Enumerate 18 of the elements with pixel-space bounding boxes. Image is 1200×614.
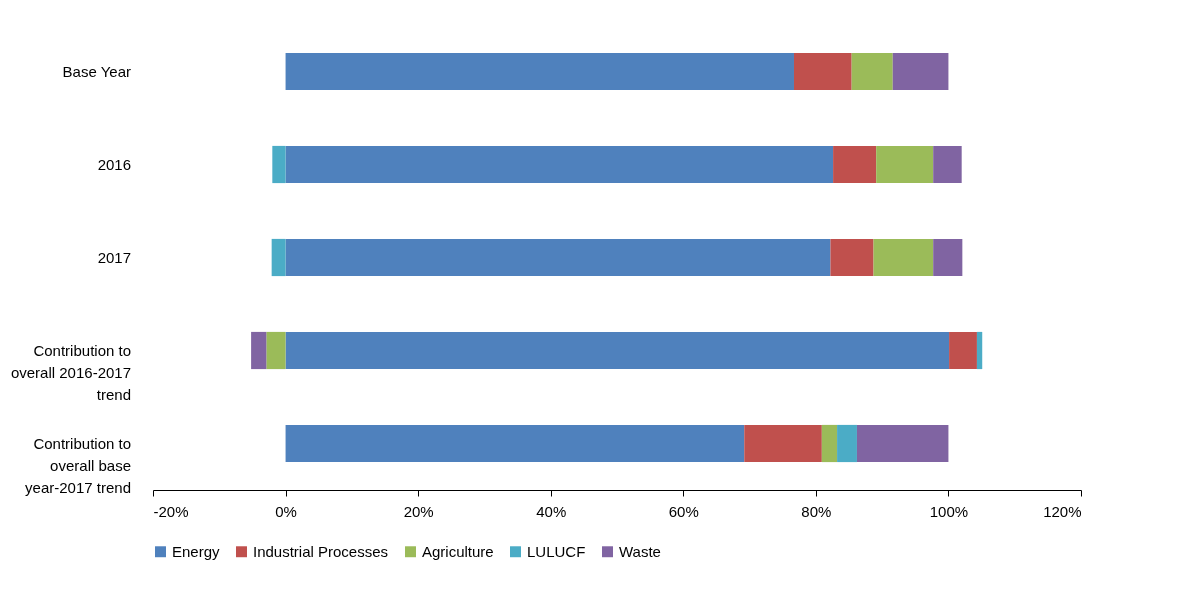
y-tick-label: 2017 [97,248,131,266]
y-tick-label: Contribution to overall base year-2017 trend [25,434,131,496]
y-tick-label: 2016 [97,155,131,173]
y-tick-label: Base Year [62,62,131,80]
legend-label: Waste [619,542,661,560]
legend-label: Industrial Processes [253,542,389,560]
x-tick-label: 60% [668,502,699,520]
legend-label: LULUCF [527,542,586,560]
x-tick-label: 120% [1043,502,1082,520]
y-tick-label: Contribution to overall 2016-2017 trend [10,341,131,403]
x-tick-label: 20% [403,502,434,520]
x-tick-label: -20% [153,502,189,520]
legend-label: Energy [172,542,221,560]
x-tick-label: 100% [929,502,969,520]
legend-label: Agriculture [422,542,494,560]
x-tick-label: 40% [536,502,567,520]
x-tick-label: 0% [275,502,297,520]
x-tick-label: 80% [801,502,832,520]
